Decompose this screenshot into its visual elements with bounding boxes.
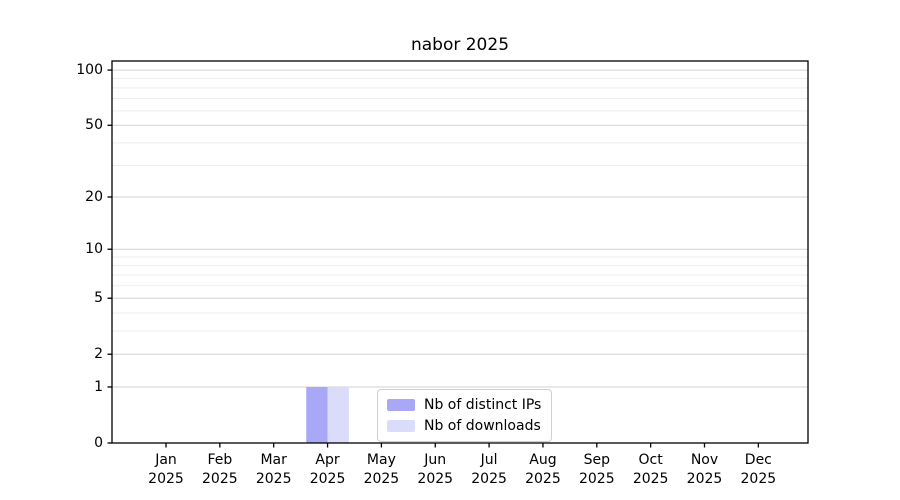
x-tick-year: 2025 <box>202 471 238 487</box>
x-tick-year: 2025 <box>471 471 507 487</box>
y-tick-label: 50 <box>85 117 103 134</box>
y-tick-label: 2 <box>94 346 103 363</box>
x-tick-year: 2025 <box>578 471 615 487</box>
x-tick-label-sep: Sep 2025 <box>579 451 615 489</box>
x-tick-year: 2025 <box>417 471 454 487</box>
x-tick-label-mar: Mar 2025 <box>256 451 292 489</box>
x-tick-year: 2025 <box>309 471 346 487</box>
x-tick-month: Oct <box>638 452 663 468</box>
x-tick-label-jul: Jul 2025 <box>471 451 507 489</box>
x-tick-label-oct: Oct 2025 <box>633 451 669 489</box>
x-tick-label-aug: Aug 2025 <box>525 451 561 489</box>
x-tick-label-may: May 2025 <box>364 451 400 489</box>
x-tick-month: Apr <box>315 452 340 468</box>
x-tick-month: Aug <box>529 452 557 468</box>
x-tick-year: 2025 <box>740 471 777 487</box>
legend: Nb of distinct IPs Nb of downloads <box>377 389 553 442</box>
x-tick-year: 2025 <box>255 471 292 487</box>
y-tick-label: 1 <box>94 378 103 395</box>
legend-row: Nb of distinct IPs <box>387 396 541 414</box>
legend-label: Nb of distinct IPs <box>424 397 542 413</box>
x-tick-label-nov: Nov 2025 <box>687 451 723 489</box>
x-tick-month: Sep <box>583 452 610 468</box>
x-tick-year: 2025 <box>148 471 184 487</box>
x-tick-label-jun: Jun 2025 <box>417 451 453 489</box>
y-tick-label: 10 <box>85 241 103 258</box>
legend-row: Nb of downloads <box>387 417 541 435</box>
legend-swatch-icon <box>387 399 415 411</box>
bar-nb-of-distinct-ips <box>306 386 328 443</box>
x-tick-label-jan: Jan 2025 <box>148 451 184 489</box>
y-tick-label: 0 <box>94 435 103 451</box>
x-tick-year: 2025 <box>363 471 400 487</box>
x-tick-month: May <box>366 452 396 468</box>
x-tick-month: Nov <box>690 452 719 468</box>
x-tick-label-dec: Dec 2025 <box>741 451 777 489</box>
chart-title: nabor 2025 <box>410 35 510 55</box>
x-tick-month: Jan <box>155 452 177 468</box>
legend-label: Nb of downloads <box>424 418 541 434</box>
x-tick-label-feb: Feb 2025 <box>202 451 238 489</box>
x-tick-month: Jun <box>424 452 447 468</box>
y-tick-label: 5 <box>94 290 103 307</box>
x-tick-month: Dec <box>744 452 772 468</box>
x-tick-month: Mar <box>260 452 287 468</box>
bar-nb-of-downloads <box>327 386 349 443</box>
y-tick-label: 20 <box>85 188 103 205</box>
legend-swatch-icon <box>387 420 415 432</box>
x-tick-year: 2025 <box>686 471 723 487</box>
x-tick-label-apr: Apr 2025 <box>310 451 346 489</box>
y-tick-label: 100 <box>76 62 103 79</box>
axes-spines <box>111 60 809 444</box>
x-tick-month: Jul <box>480 452 498 468</box>
x-tick-year: 2025 <box>525 471 561 487</box>
x-tick-year: 2025 <box>632 471 669 487</box>
x-tick-month: Feb <box>207 452 233 468</box>
